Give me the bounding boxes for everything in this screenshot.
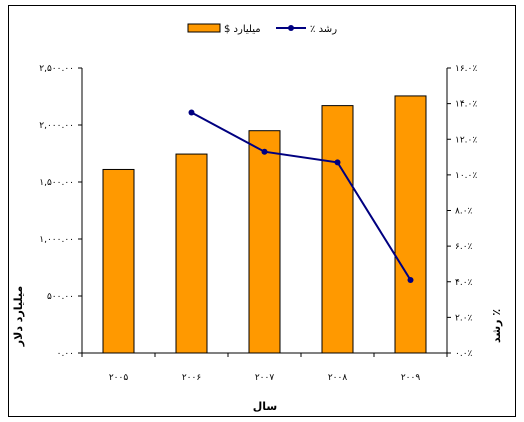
growth-point <box>188 109 195 116</box>
y-left-tick-label: ۲,۵۰۰.۰۰ <box>39 64 74 74</box>
y-right-tick-label: ۸.۰٪ <box>455 207 473 217</box>
y-left-tick-label: ۱,۵۰۰.۰۰ <box>39 178 74 188</box>
bar <box>394 95 427 354</box>
bar <box>175 153 208 354</box>
y-right-tick-label: ۱۰.۰٪ <box>455 171 477 181</box>
x-tick-label: ۲۰۰۹ <box>401 373 421 383</box>
y-left-tick-label: ۰.۰۰ <box>57 349 74 359</box>
growth-point <box>261 148 268 155</box>
x-tick-label: ۲۰۰۸ <box>328 373 348 383</box>
y-right-tick-label: ۰.۰٪ <box>455 349 473 359</box>
legend-line-marker <box>288 25 294 31</box>
x-axis-title: سال <box>253 400 278 413</box>
y-axis-right-title: رشد ٪ <box>490 309 503 343</box>
x-tick-label: ۲۰۰۷ <box>255 373 275 383</box>
y-left-tick-label: ۵۰۰.۰۰ <box>47 292 74 302</box>
y-right-tick-label: ۱۴.۰٪ <box>455 100 477 110</box>
legend-line-label: ٪ رشد <box>310 24 337 35</box>
y-right-tick-label: ۴.۰٪ <box>455 278 473 288</box>
growth-line <box>191 111 412 281</box>
y-right-tick-label: ۶.۰٪ <box>455 242 473 252</box>
y-right-tick-label: ۱۶.۰٪ <box>455 64 477 74</box>
y-right-tick-label: ۲.۰٪ <box>455 313 473 323</box>
growth-point <box>334 159 341 166</box>
legend-bar-swatch <box>187 23 221 33</box>
bar <box>248 130 281 354</box>
bar <box>321 105 354 354</box>
legend-bar-label: $ میلیارد <box>224 24 261 35</box>
y-left-tick-label: ۱,۰۰۰.۰۰ <box>39 235 74 245</box>
bar <box>102 168 135 354</box>
x-tick-label: ۲۰۰۶ <box>182 373 202 383</box>
y-right-tick-label: ۱۲.۰٪ <box>455 135 477 145</box>
x-tick-label: ۲۰۰۵ <box>109 373 129 383</box>
y-axis-left-title: میلیارد دلار <box>12 286 25 347</box>
growth-point <box>407 276 414 283</box>
y-left-tick-label: ۲,۰۰۰.۰۰ <box>39 121 74 131</box>
